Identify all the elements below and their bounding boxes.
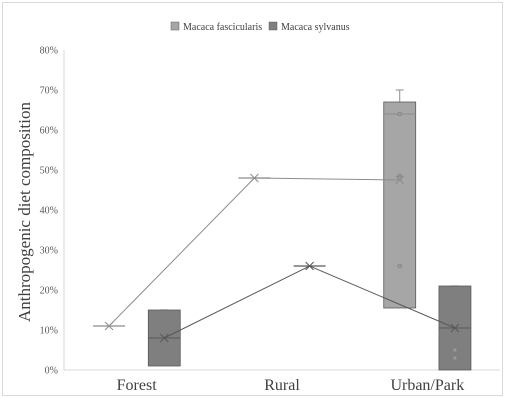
legend-swatch [268,21,278,31]
plot-area [93,89,472,371]
y-tick-label: 80% [40,46,58,57]
y-axis-label: Anthropogenic diet composition [15,101,34,322]
y-tick-label: 70% [40,86,58,97]
series-group [93,89,417,331]
legend: Macaca fascicularis Macaca sylvanus [170,21,350,33]
x-category-label: Rural [264,377,300,394]
y-tick-label: 0% [45,366,58,377]
x-axis: Forest Rural Urban/Park [64,369,500,394]
data-point [452,347,458,353]
y-tick-label: 30% [40,246,58,257]
mean-line [108,177,400,327]
data-point [452,355,458,361]
data-point [397,111,403,117]
y-axis: 0% 10% 20% 30% 40% 50% 60% 70% 80% [40,46,65,377]
data-point [397,263,403,269]
y-tick-label: 60% [40,126,58,137]
legend-label: Macaca sylvanus [281,22,350,33]
series-group [147,261,472,371]
legend-swatch [170,21,180,31]
y-tick-label: 10% [40,326,58,337]
box [383,101,417,309]
y-tick-label: 20% [40,286,58,297]
y-tick-label: 40% [40,206,58,217]
mean-marker [450,323,460,333]
x-category-label: Forest [117,377,158,394]
x-category-label: Urban/Park [390,377,464,394]
legend-label: Macaca fascicularis [183,22,262,33]
mean-line [164,265,456,339]
y-tick-label: 50% [40,166,58,177]
